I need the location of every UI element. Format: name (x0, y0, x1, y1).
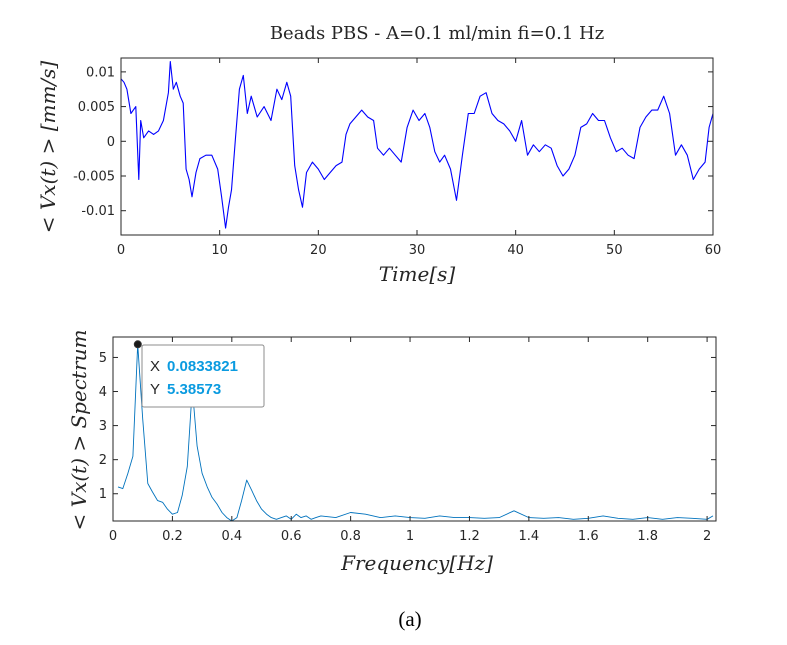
velocity-x-tick-label: 10 (211, 243, 228, 258)
spectrum-x-tick-label: 1.2 (459, 529, 480, 544)
spectrum-y-tick-label: 2 (99, 453, 107, 468)
velocity-y-tick-label: -0.01 (81, 204, 115, 219)
spectrum-x-ticks: 0 0.2 0.4 0.6 0.8 1 1.2 1.4 1.6 1.8 2 (109, 337, 711, 544)
spectrum-x-axis-label: Frequency[Hz] (340, 551, 493, 575)
velocity-y-ticks: 0.01 0.005 0 -0.005 -0.01 (73, 65, 713, 219)
spectrum-y-tick-label: 1 (99, 487, 107, 502)
velocity-plot-area (120, 60, 714, 229)
figure-caption: (a) (398, 607, 421, 631)
velocity-y-tick-label: -0.005 (73, 170, 115, 185)
spectrum-series-line (117, 343, 714, 522)
spectrum-x-tick-label: 1 (406, 529, 414, 544)
datatip-box (141, 344, 265, 408)
velocity-x-tick-label: 40 (507, 243, 524, 258)
spectrum-y-tick-label: 4 (99, 385, 107, 400)
velocity-x-tick-label: 0 (117, 243, 125, 258)
datatip[interactable]: X 0.0833821 Y 5.38573 (133, 340, 265, 408)
datatip-x-value: 0.0833821 (167, 358, 238, 375)
spectrum-x-tick-label: 1.6 (578, 529, 599, 544)
spectrum-y-tick-label: 3 (99, 419, 107, 434)
velocity-x-tick-label: 60 (705, 243, 722, 258)
spectrum-x-tick-label: 1.8 (637, 529, 658, 544)
datatip-y-key: Y (150, 381, 160, 398)
velocity-series-line (120, 60, 714, 229)
velocity-chart-title: Beads PBS - A=0.1 ml/min fi=0.1 Hz (270, 23, 604, 44)
datatip-y-value: 5.38573 (167, 381, 221, 398)
velocity-x-tick-label: 20 (310, 243, 327, 258)
spectrum-x-tick-label: 1.4 (519, 529, 540, 544)
spectrum-chart: 0 0.2 0.4 0.6 0.8 1 1.2 1.4 1.6 1.8 2 1 2 3 4 5 Freque… (67, 330, 717, 575)
spectrum-y-axis-label: < Vx(t) > Spectrum (67, 330, 91, 531)
spectrum-plot-area (117, 343, 714, 522)
spectrum-x-tick-label: 0 (109, 529, 117, 544)
velocity-axes-box (120, 57, 714, 236)
velocity-y-tick-label: 0.005 (78, 100, 115, 115)
datatip-x-key: X (150, 358, 160, 375)
velocity-x-tick-label: 30 (409, 243, 426, 258)
velocity-chart: Beads PBS - A=0.1 ml/min fi=0.1 Hz 0 10 20… (36, 23, 721, 286)
spectrum-x-tick-label: 0.2 (162, 529, 183, 544)
velocity-x-ticks: 0 10 20 30 40 50 60 (117, 58, 721, 258)
spectrum-x-tick-label: 0.6 (281, 529, 302, 544)
datatip-marker[interactable] (133, 340, 142, 349)
spectrum-y-tick-label: 5 (99, 351, 107, 366)
velocity-y-tick-label: 0.01 (86, 65, 115, 80)
spectrum-x-tick-label: 0.4 (221, 529, 242, 544)
velocity-y-tick-label: 0 (107, 135, 115, 150)
spectrum-y-ticks: 1 2 3 4 5 (99, 351, 716, 502)
spectrum-x-tick-label: 0.8 (340, 529, 361, 544)
velocity-x-tick-label: 50 (606, 243, 623, 258)
spectrum-axes-box (112, 336, 717, 522)
velocity-x-axis-label: Time[s] (379, 262, 456, 286)
spectrum-x-tick-label: 2 (703, 529, 711, 544)
velocity-y-axis-label: < Vx(t) > [mm/s] (36, 61, 60, 234)
